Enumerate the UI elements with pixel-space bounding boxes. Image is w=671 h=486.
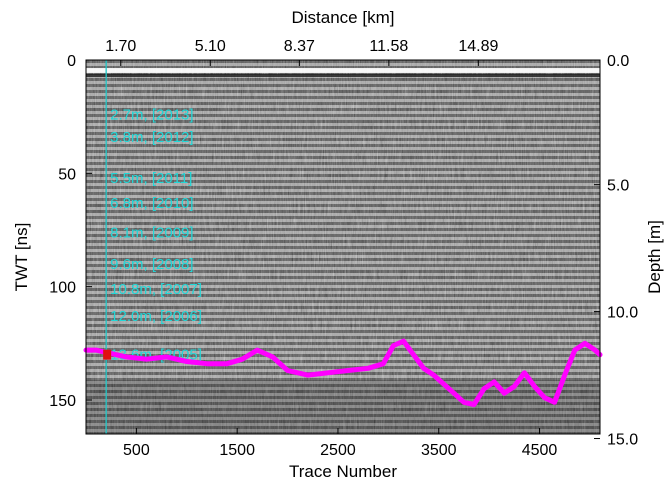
x2-tick-label: 5.10 xyxy=(195,38,226,55)
x2-axis-title: Distance [km] xyxy=(292,8,395,27)
layer-label: 12.0m, [2006] xyxy=(110,308,202,325)
y-tick-label: 50 xyxy=(58,166,76,183)
layer-label: 5.5m, [2011] xyxy=(110,170,192,187)
y2-tick-label: 10.0 xyxy=(607,305,638,322)
x-tick-label: 3500 xyxy=(421,442,457,459)
y2-axis-title: Depth [m] xyxy=(645,220,664,294)
layer-label: 2.7m, [2013] xyxy=(110,106,193,123)
layer-label: 9.6m, [2008] xyxy=(110,256,193,273)
marker-point xyxy=(103,349,112,360)
y-tick-label: 0 xyxy=(67,53,76,70)
y2-tick-label: 15.0 xyxy=(607,432,638,449)
layer-label: 6.8m, [2010] xyxy=(110,195,193,212)
x2-tick-label: 1.70 xyxy=(105,38,136,55)
x2-tick-label: 14.89 xyxy=(458,38,498,55)
layer-label: 10.8m, [2007] xyxy=(110,281,202,298)
layer-label: 8.1m, [2009] xyxy=(110,224,193,241)
horizon-line xyxy=(83,338,603,407)
x2-tick-label: 8.37 xyxy=(284,38,315,55)
x-tick-label: 1500 xyxy=(219,442,255,459)
y-axis-title: TWT [ns] xyxy=(12,223,31,292)
y2-tick-label: 0.0 xyxy=(607,53,629,70)
y-tick-label: 150 xyxy=(49,393,76,410)
x-tick-label: 500 xyxy=(123,442,150,459)
layer-label: 3.8m, [2012] xyxy=(110,129,193,146)
radargram-image xyxy=(86,60,600,434)
x-axis-title: Trace Number xyxy=(289,462,397,481)
x-tick-label: 2500 xyxy=(320,442,356,459)
plot-frame xyxy=(85,59,601,435)
x-tick-label: 4500 xyxy=(522,442,558,459)
x2-tick-label: 11.58 xyxy=(369,38,408,55)
y-tick-label: 100 xyxy=(49,280,76,297)
y2-tick-label: 5.0 xyxy=(607,178,629,195)
